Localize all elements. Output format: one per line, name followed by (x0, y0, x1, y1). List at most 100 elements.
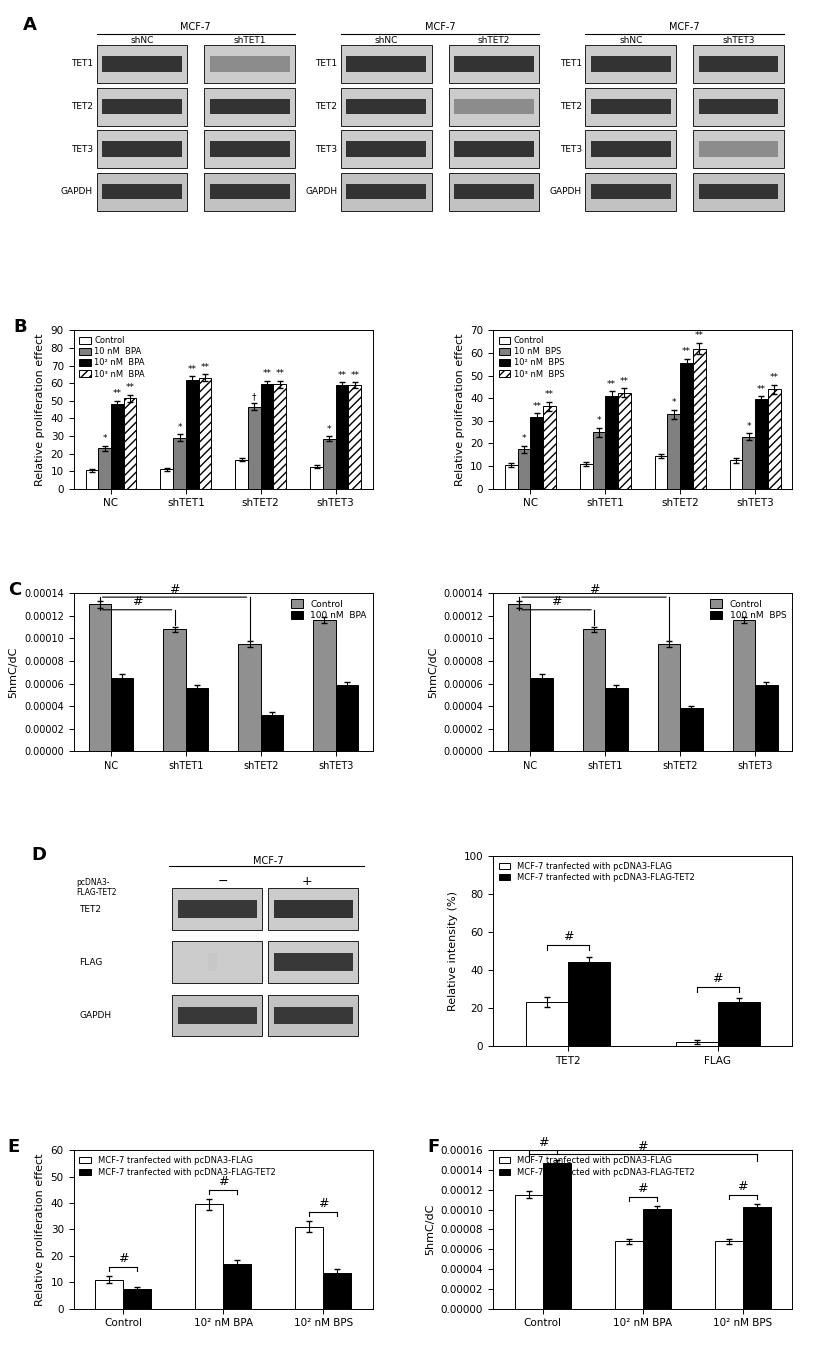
Legend: MCF-7 tranfected with pcDNA3-FLAG, MCF-7 tranfected with pcDNA3-FLAG-TET2: MCF-7 tranfected with pcDNA3-FLAG, MCF-7… (497, 861, 697, 884)
Bar (699, 57, 779, 71)
Text: **: ** (532, 402, 541, 410)
Bar (268, 942, 358, 983)
Text: †: † (252, 393, 257, 401)
Bar (667, 414, 680, 488)
Bar (586, 130, 676, 169)
Bar (324, 1273, 351, 1309)
Text: shNC: shNC (130, 35, 154, 45)
Bar (568, 962, 609, 1045)
Text: *: * (522, 434, 526, 444)
Text: **: ** (126, 383, 135, 393)
Bar (518, 449, 530, 488)
Bar (208, 954, 217, 971)
Bar (96, 45, 187, 82)
Bar (268, 994, 358, 1036)
Bar (586, 173, 676, 210)
Bar (310, 467, 323, 488)
Text: **: ** (337, 371, 346, 380)
Text: *: * (327, 425, 332, 433)
Bar (715, 1241, 743, 1309)
Text: MCF-7: MCF-7 (425, 23, 456, 32)
Bar (681, 363, 693, 488)
Bar (86, 471, 98, 488)
Bar (542, 1163, 571, 1309)
Bar (530, 417, 543, 488)
Bar (102, 57, 181, 71)
Bar (204, 173, 295, 210)
Bar (580, 464, 592, 488)
Bar (204, 88, 295, 125)
Bar (323, 438, 336, 488)
Bar (204, 45, 295, 82)
Bar (743, 437, 755, 488)
Text: **: ** (770, 374, 779, 382)
Bar (605, 397, 618, 488)
Bar (454, 57, 534, 71)
Bar (274, 384, 286, 488)
Bar (172, 994, 262, 1036)
Text: C: C (7, 580, 21, 599)
Bar (694, 173, 784, 210)
Bar (172, 888, 262, 929)
Text: E: E (7, 1137, 20, 1156)
Bar (449, 45, 539, 82)
Text: FLAG: FLAG (79, 958, 103, 967)
Text: TET3: TET3 (560, 144, 582, 154)
Text: D: D (32, 846, 47, 865)
Text: TET3: TET3 (315, 144, 337, 154)
Bar (210, 183, 289, 200)
Y-axis label: 5hmC/dC: 5hmC/dC (428, 646, 438, 697)
Text: +: + (301, 876, 313, 888)
Text: GAPDH: GAPDH (60, 188, 93, 196)
Bar (543, 406, 556, 488)
Bar (717, 1002, 760, 1045)
Text: #: # (538, 1136, 548, 1148)
Text: TET2: TET2 (560, 103, 582, 111)
Bar (699, 142, 779, 156)
Bar (508, 604, 530, 751)
Bar (586, 88, 676, 125)
Bar (111, 405, 123, 488)
Bar (449, 173, 539, 210)
Y-axis label: Relative proliferation effect: Relative proliferation effect (35, 333, 45, 486)
Bar (239, 643, 261, 751)
Text: MCF-7: MCF-7 (253, 855, 283, 866)
Bar (185, 688, 208, 751)
Text: −: − (218, 876, 229, 888)
Bar (643, 1209, 671, 1309)
Bar (274, 900, 353, 917)
Bar (178, 900, 257, 917)
Text: shTET2: shTET2 (478, 35, 511, 45)
Bar (681, 708, 703, 751)
Y-axis label: Relative intensity (%): Relative intensity (%) (448, 890, 458, 1010)
Text: **: ** (262, 370, 271, 378)
Y-axis label: 5hmC/dC: 5hmC/dC (425, 1203, 435, 1255)
Bar (346, 98, 426, 115)
Text: #: # (589, 583, 600, 595)
Bar (730, 460, 743, 488)
Bar (204, 130, 295, 169)
Text: GAPDH: GAPDH (550, 188, 582, 196)
Text: shTET3: shTET3 (722, 35, 755, 45)
Legend: Control, 10 nM  BPS, 10² nM  BPS, 10³ nM  BPS: Control, 10 nM BPS, 10² nM BPS, 10³ nM B… (497, 335, 566, 380)
Text: TET3: TET3 (71, 144, 93, 154)
Text: GAPDH: GAPDH (306, 188, 337, 196)
Bar (614, 1241, 643, 1309)
Bar (123, 398, 136, 488)
Text: #: # (318, 1198, 328, 1210)
Text: *: * (102, 434, 107, 444)
Bar (694, 45, 784, 82)
Bar (743, 1206, 770, 1309)
Text: **: ** (682, 347, 691, 356)
Text: shTET1: shTET1 (234, 35, 266, 45)
Text: TET2: TET2 (315, 103, 337, 111)
Bar (111, 679, 133, 751)
Bar (591, 183, 671, 200)
Text: TET1: TET1 (560, 59, 582, 69)
Text: *: * (177, 422, 181, 432)
Text: MCF-7: MCF-7 (181, 23, 211, 32)
Text: pcDNA3-
FLAG-TET2: pcDNA3- FLAG-TET2 (77, 878, 117, 897)
Bar (505, 465, 518, 488)
Bar (261, 715, 283, 751)
Text: **: ** (275, 370, 284, 378)
